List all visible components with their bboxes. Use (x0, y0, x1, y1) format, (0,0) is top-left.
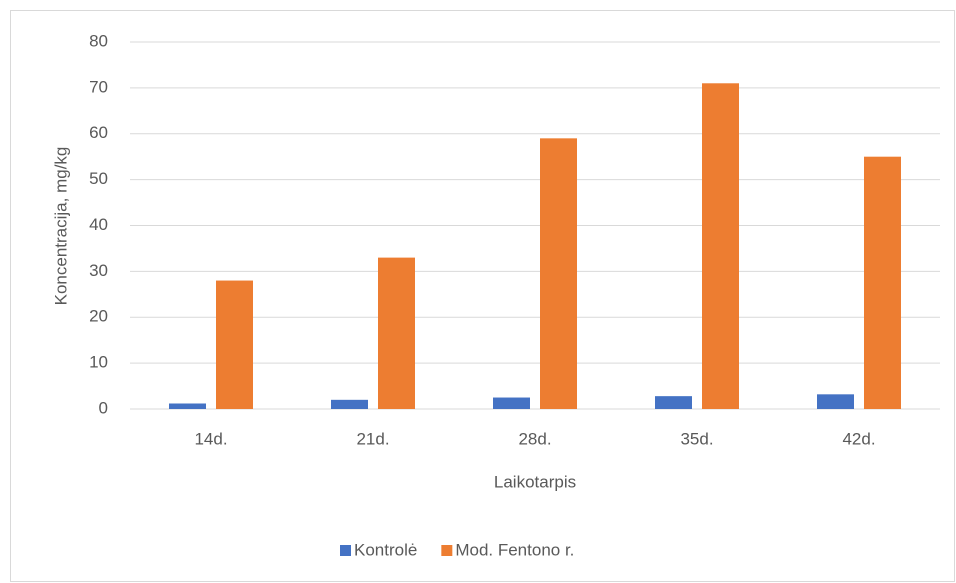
bar (378, 257, 415, 409)
bar (216, 280, 253, 409)
y-tick-label: 80 (89, 31, 108, 50)
y-tick-label: 70 (89, 77, 108, 96)
y-tick-label: 30 (89, 261, 108, 280)
legend-label: Kontrolė (354, 540, 417, 559)
y-tick-label: 10 (89, 353, 108, 372)
x-tick-label: 14d. (194, 429, 227, 448)
bar (655, 396, 692, 409)
bar (864, 156, 901, 409)
bar (540, 138, 577, 409)
y-tick-label: 40 (89, 215, 108, 234)
y-axis-title: Koncentracija, mg/kg (51, 147, 70, 306)
x-axis-title: Laikotarpis (494, 472, 576, 491)
bar (169, 403, 206, 409)
chart-border (10, 10, 955, 582)
bar (702, 83, 739, 409)
bar (331, 399, 368, 409)
x-tick-label: 21d. (356, 429, 389, 448)
legend-swatch (441, 545, 453, 556)
bar (817, 394, 854, 409)
y-tick-label: 20 (89, 307, 108, 326)
x-tick-label: 35d. (680, 429, 713, 448)
bar (493, 397, 530, 409)
y-tick-label: 60 (89, 123, 108, 142)
legend-label: Mod. Fentono r. (455, 540, 574, 559)
y-tick-label: 50 (89, 169, 108, 188)
x-tick-label: 42d. (842, 429, 875, 448)
y-tick-label: 0 (99, 398, 108, 417)
legend-swatch (340, 545, 351, 556)
x-tick-label: 28d. (518, 429, 551, 448)
